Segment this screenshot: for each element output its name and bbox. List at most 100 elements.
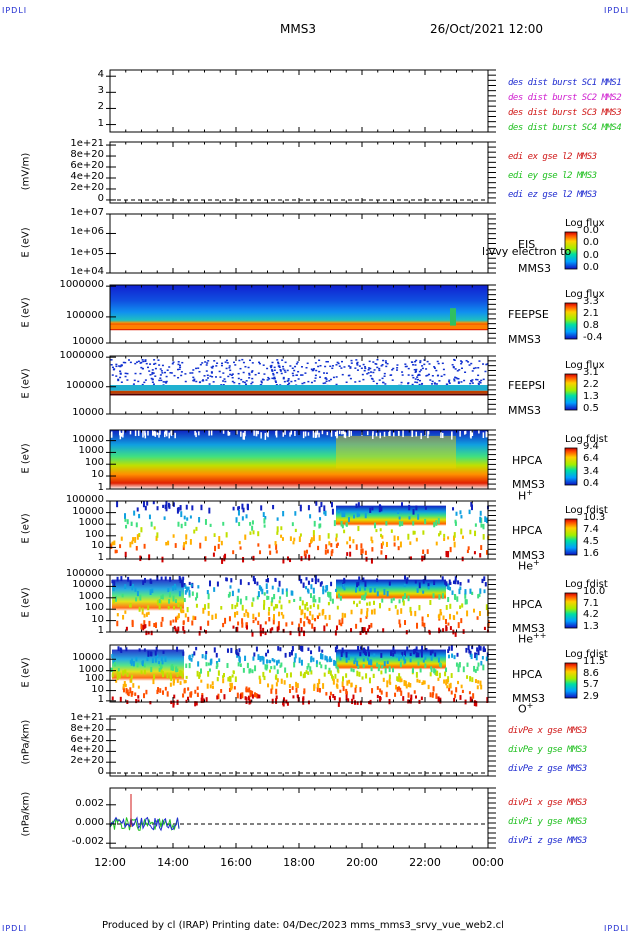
hpca-o-pixel (255, 693, 258, 698)
hpca-h-gap (242, 432, 245, 440)
hpca-he-pixel (454, 521, 457, 526)
feepsi-dot (437, 374, 440, 377)
hpca-he2-pixel (388, 581, 391, 586)
hpca-he-pixel (183, 542, 186, 548)
hpca-he-pixel (357, 502, 360, 508)
hpca-he2-pixel (144, 624, 147, 628)
hpca-he2-pixel (172, 587, 175, 591)
feepsi-dot (177, 363, 180, 366)
hpca-o-pixel (416, 678, 419, 683)
feepse-spectrogram (110, 285, 488, 331)
hpca-o-pixel (395, 654, 398, 658)
hpca-o-pixel (469, 650, 472, 656)
hpca-he-pixel (185, 540, 188, 545)
hpca-he-pixel (293, 537, 296, 542)
hpca-o-pixel (482, 664, 485, 671)
hpca-he-pixel (299, 504, 302, 509)
feepse-burst (450, 308, 456, 326)
hpca-he-pixel (385, 541, 388, 547)
feepsi-dot (151, 369, 154, 371)
feepsi-dot (171, 362, 174, 365)
hpca-he-pixel (319, 517, 322, 521)
species-label: He+ (518, 557, 540, 573)
hpca-he-pixel (162, 504, 165, 508)
hpca-he2-pixel (289, 630, 292, 636)
feepsi-dot (385, 362, 388, 364)
hpca-he2-pixel (181, 579, 184, 586)
hpca-o-pixel (113, 659, 116, 664)
hpca-o-pixel (115, 679, 118, 683)
y-axis-label: E (eV) (20, 656, 32, 688)
feepsi-dot (219, 376, 222, 378)
feepsi-dot (431, 380, 434, 383)
feepsi-dot (475, 378, 478, 381)
hpca-he-pixel (349, 544, 352, 549)
hpca-he2-pixel (467, 579, 470, 583)
feepsi-dot (275, 383, 278, 386)
hpca-o-pixel (355, 684, 358, 689)
hpca-he2-pixel (214, 613, 217, 619)
hpca-he2-pixel (447, 622, 450, 626)
feepsi-dot (419, 361, 422, 364)
feepsi-dot (414, 371, 417, 373)
hpca-he2-pixel (259, 624, 262, 630)
hpca-o-pixel (367, 646, 370, 652)
hpca-he2-pixel (179, 577, 182, 584)
hpca-he2-pixel (439, 609, 442, 614)
feepsi-dot (234, 364, 237, 366)
hpca-o-pixel (271, 684, 274, 690)
panel-frame (109, 787, 489, 849)
hpca-h-gap (156, 431, 159, 436)
hpca-he-pixel (172, 502, 175, 507)
hpca-o-pixel (135, 699, 138, 704)
hpca-he2-pixel (416, 622, 419, 629)
feepsi-dot (349, 377, 352, 380)
hpca-he-pixel (307, 505, 310, 511)
hpca-o-pixel (438, 672, 441, 679)
feepsi-dot (199, 363, 202, 366)
feepsi-dot (257, 372, 260, 375)
hpca-o-pixel (176, 678, 179, 683)
feepsi-dot (275, 381, 278, 384)
hpca-he2-pixel (418, 582, 421, 589)
species-charge: ++ (533, 630, 547, 640)
hpca-he2-pixel (147, 605, 150, 611)
hpca-o-pixel (399, 661, 402, 668)
hpca-he2-pixel (342, 583, 345, 589)
hpca-o-pixel (450, 690, 453, 695)
feepsi-dot (376, 358, 379, 361)
colorbar-value: 7.4 (583, 524, 599, 535)
feepsi-dot (369, 367, 372, 370)
hpca-he2-pixel (312, 603, 315, 608)
hpca-he2-pixel (344, 613, 347, 618)
feepsi-dot (290, 380, 293, 383)
y-tick-label: 10 (91, 613, 104, 625)
feepsi-dot (467, 361, 470, 363)
hpca-he2-pixel (334, 630, 337, 636)
hpca-he-pixel (352, 514, 355, 519)
hpca-he-pixel (148, 554, 151, 561)
hpca-he-pixel (129, 541, 132, 548)
series-legend-entry: divPi y gse MMS3 (508, 817, 587, 827)
hpca-he2-pixel (448, 579, 451, 585)
hpca-o-pixel (317, 682, 320, 689)
hpca-o-pixel (111, 654, 114, 659)
hpca-he-pixel (371, 540, 374, 544)
hpca-he2-pixel (314, 578, 317, 585)
hpca-o-pixel (465, 647, 468, 653)
hpca-he-pixel (276, 531, 279, 535)
hpca-he-pixel (347, 517, 350, 523)
colorbar-title: Log flux (565, 289, 605, 300)
hpca-he-pixel (245, 514, 248, 519)
feepsi-dot (286, 383, 289, 386)
feepsi-dot (343, 366, 346, 368)
feepsi-dot (319, 364, 322, 367)
hpca-o-pixel (176, 646, 179, 652)
feepsi-dot (179, 366, 182, 369)
hpca-o-pixel (336, 684, 339, 689)
y-tick-label: 4e+20 (70, 170, 104, 182)
hpca-o-pixel (127, 692, 130, 697)
hpca-he-pixel (204, 536, 207, 542)
hpca-he2-pixel (353, 600, 356, 605)
hpca-he-pixel (153, 526, 156, 530)
